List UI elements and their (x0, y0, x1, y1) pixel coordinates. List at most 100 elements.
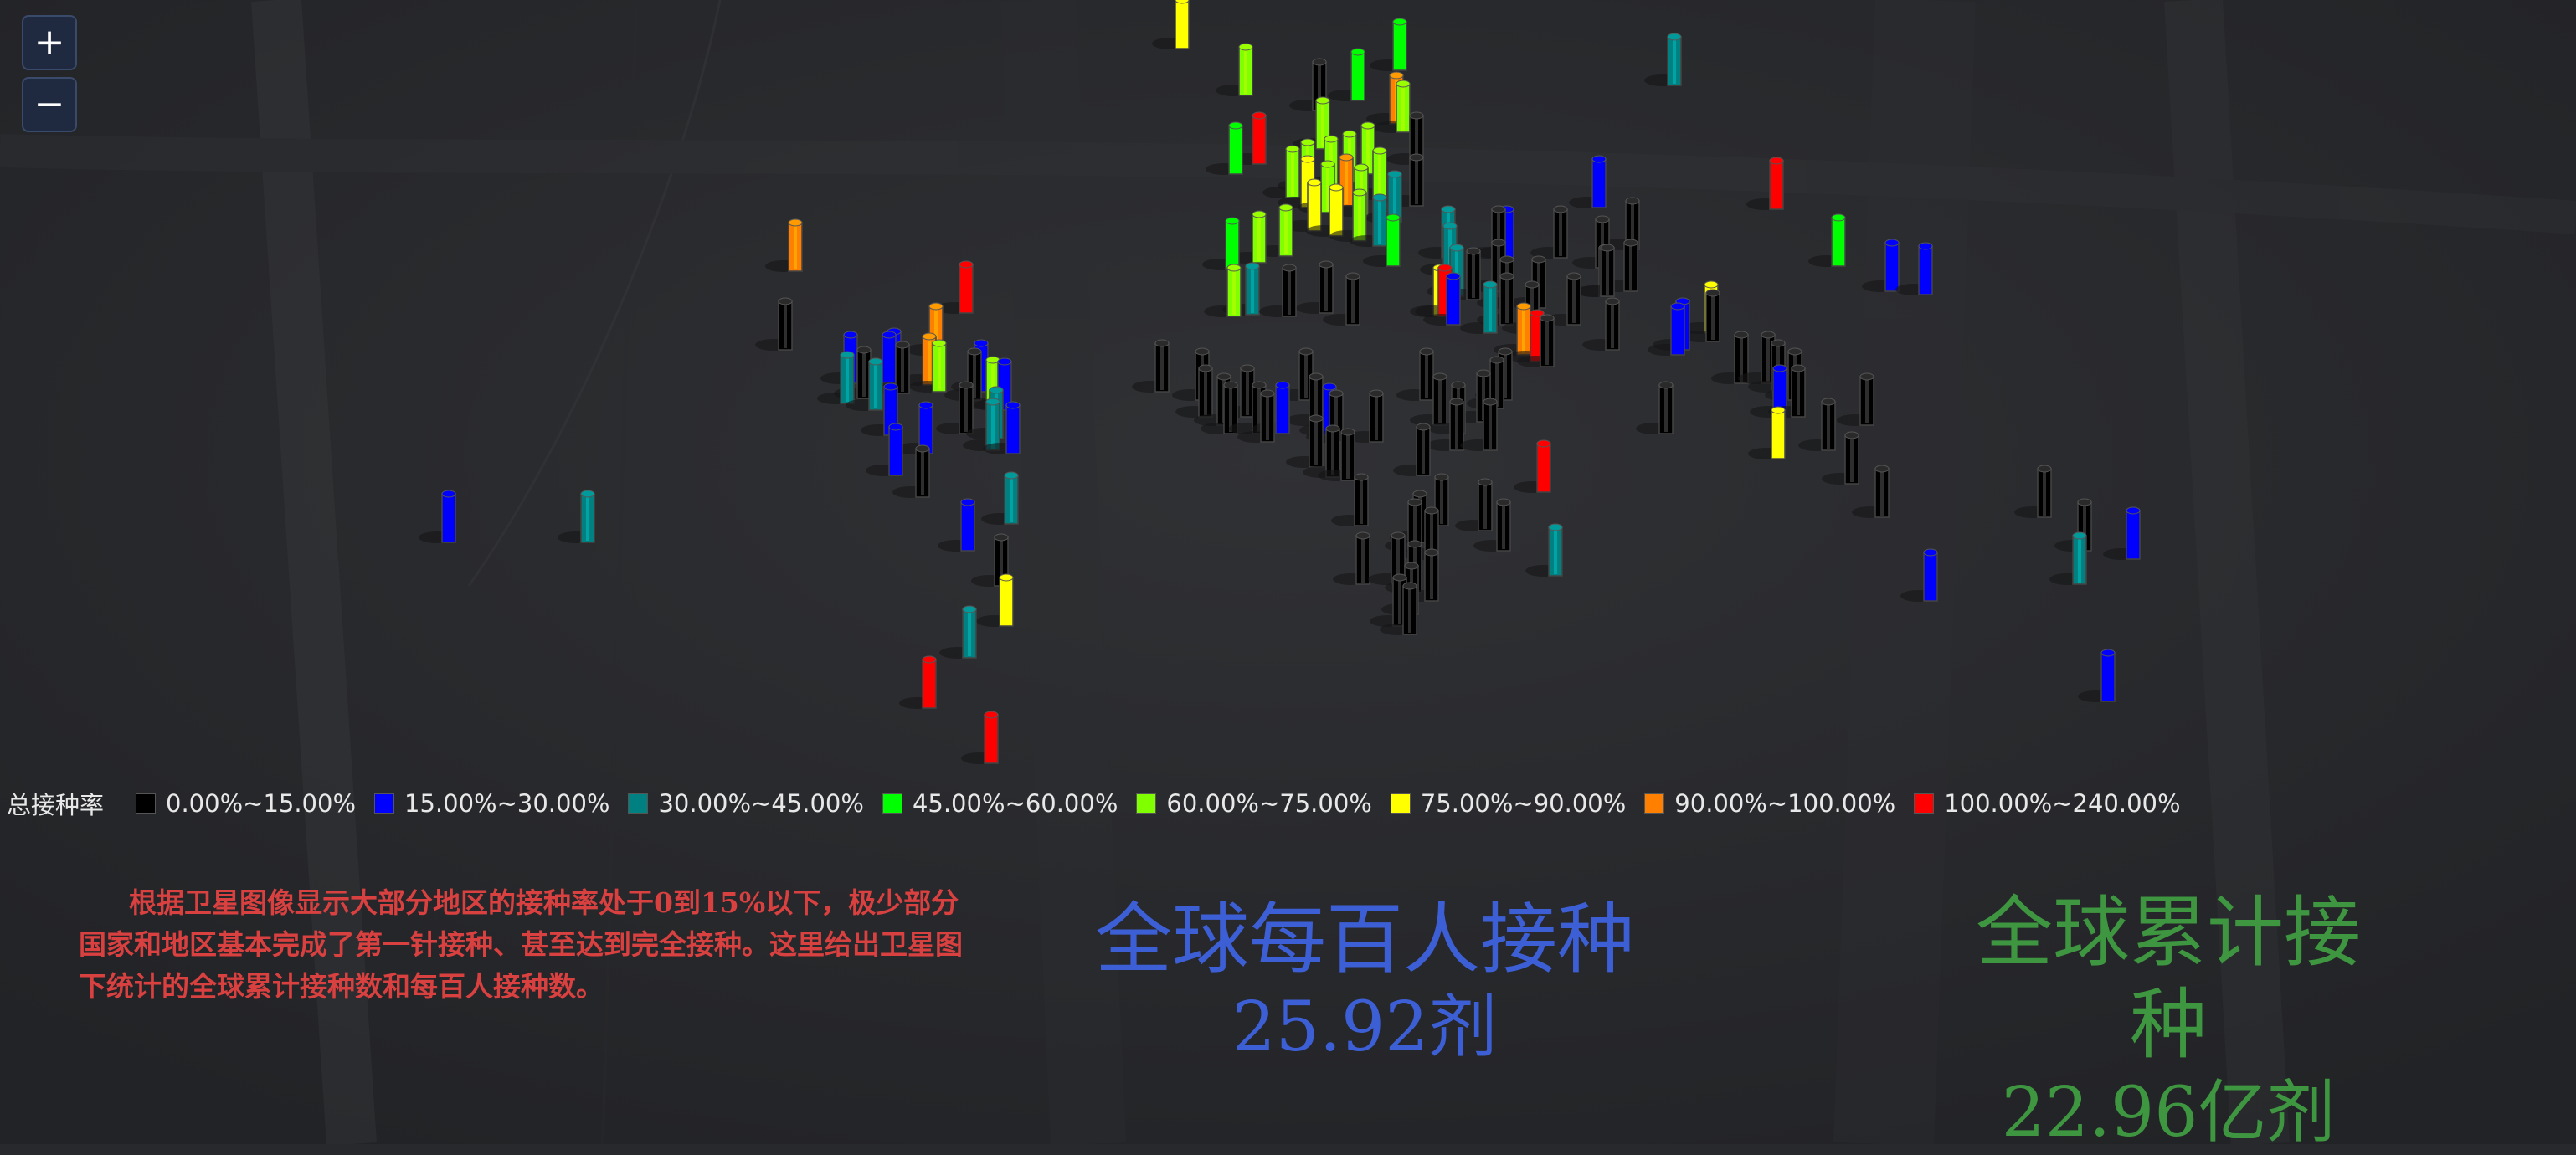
vaccination-bar[interactable] (976, 573, 1014, 627)
vaccination-bar[interactable] (1748, 406, 1786, 459)
vaccination-bar[interactable] (1455, 478, 1493, 531)
legend-label: 90.00%~100.00% (1674, 789, 1896, 818)
vaccination-bar[interactable] (1808, 213, 1846, 267)
legend-label: 15.00%~30.00% (404, 789, 610, 818)
vaccination-bar[interactable] (1393, 423, 1431, 476)
vaccination-bar[interactable] (936, 260, 974, 314)
vaccination-bar[interactable] (1798, 398, 1836, 451)
vaccination-bar[interactable] (1517, 314, 1555, 367)
legend-item[interactable]: 0.00%~15.00% (136, 789, 356, 818)
vaccination-bar[interactable] (983, 401, 1021, 454)
vaccination-bar[interactable] (1852, 465, 1890, 518)
vaccination-bar[interactable] (1350, 193, 1387, 247)
vaccination-bar[interactable] (1132, 339, 1170, 393)
vaccination-bar[interactable] (1683, 289, 1720, 342)
vaccination-bar[interactable] (961, 711, 999, 764)
vaccination-bar[interactable] (1460, 398, 1498, 451)
vaccination-bar[interactable] (2049, 531, 2087, 585)
vaccination-bar[interactable] (892, 444, 930, 498)
vaccination-bar[interactable] (558, 490, 595, 543)
vaccination-bar[interactable] (1895, 242, 1933, 295)
legend-label: 60.00%~75.00% (1166, 789, 1372, 818)
vaccination-bar[interactable] (1410, 372, 1447, 426)
vaccination-bar[interactable] (1262, 145, 1300, 198)
vaccination-bar[interactable] (899, 655, 937, 709)
vaccination-bar[interactable] (1837, 372, 1874, 426)
vaccination-bar[interactable] (1900, 548, 1938, 602)
vaccination-bar[interactable] (2078, 649, 2116, 702)
vaccination-bar[interactable] (1296, 260, 1334, 314)
vaccination-bar[interactable] (1333, 531, 1370, 585)
legend-swatch (136, 793, 157, 814)
vaccination-bar[interactable] (1323, 272, 1360, 326)
vaccination-bar[interactable] (1473, 498, 1511, 552)
vaccination-bar[interactable] (1363, 213, 1401, 267)
legend-swatch (628, 793, 649, 814)
vaccination-bar[interactable] (1525, 523, 1563, 577)
vaccination-bar[interactable] (1286, 414, 1324, 468)
legend-item[interactable]: 30.00%~45.00% (628, 789, 864, 818)
vaccination-bars (419, 0, 2141, 764)
vaccination-bar[interactable] (1396, 347, 1434, 401)
legend-label: 0.00%~15.00% (166, 789, 357, 818)
vaccination-bar[interactable] (1201, 381, 1238, 434)
description-note: 根据卫星图像显示大部分地区的接种率处于0到15%以下，极少部分国家和地区基本完成… (79, 886, 963, 1003)
vaccination-bar[interactable] (1569, 155, 1607, 208)
vaccination-bar[interactable] (866, 423, 903, 476)
vaccination-bar[interactable] (1644, 33, 1682, 86)
vaccination-bar[interactable] (1346, 389, 1384, 443)
vaccination-bar[interactable] (419, 490, 456, 543)
legend-item[interactable]: 100.00%~240.00% (1914, 789, 2181, 818)
vaccination-bar[interactable] (1577, 244, 1615, 297)
vaccination-bar[interactable] (1514, 439, 1551, 493)
vaccination-bar[interactable] (817, 351, 855, 404)
vaccination-bar[interactable] (1746, 157, 1784, 210)
zoom-in-button[interactable]: + (22, 15, 77, 70)
vaccination-bar[interactable] (1386, 111, 1424, 165)
vaccination-bar[interactable] (1423, 272, 1461, 326)
legend-item[interactable]: 15.00%~30.00% (374, 789, 609, 818)
vaccination-bar[interactable] (1648, 302, 1685, 356)
vaccination-bar[interactable] (2014, 465, 2052, 518)
vaccination-bar[interactable] (1204, 264, 1242, 317)
vaccination-bar[interactable] (971, 533, 1009, 587)
vaccination-bar[interactable] (1711, 331, 1749, 384)
vaccination-bar[interactable] (936, 381, 974, 434)
vaccination-bar[interactable] (1152, 0, 1190, 49)
vaccination-bar[interactable] (1862, 239, 1900, 292)
vaccination-bar[interactable] (909, 339, 947, 393)
vaccination-bar[interactable] (1331, 473, 1369, 526)
vaccination-bar[interactable] (1636, 381, 1674, 434)
vaccination-bar[interactable] (1427, 398, 1464, 451)
vaccination-bar[interactable] (939, 605, 977, 659)
legend-item[interactable]: 60.00%~75.00% (1136, 789, 1372, 818)
vaccination-bar[interactable] (1373, 80, 1411, 133)
legend-swatch (1390, 793, 1411, 814)
vaccination-bar[interactable] (1216, 43, 1253, 96)
vaccination-bar[interactable] (1206, 121, 1243, 175)
vaccination-bar[interactable] (765, 218, 803, 272)
vaccination-bar[interactable] (1328, 48, 1365, 101)
vaccination-bar[interactable] (2103, 506, 2141, 560)
legend-item[interactable]: 75.00%~90.00% (1390, 789, 1626, 818)
vaccination-bar[interactable] (1822, 431, 1859, 485)
vaccination-bar[interactable] (1582, 297, 1620, 351)
vaccination-bar[interactable] (1370, 18, 1407, 71)
vaccination-bar[interactable] (846, 357, 883, 411)
vaccination-bar[interactable] (1380, 582, 1417, 635)
vaccination-bar[interactable] (755, 297, 793, 351)
legend-item[interactable]: 45.00%~60.00% (882, 789, 1118, 818)
vaccination-bar[interactable] (981, 471, 1019, 525)
legend-item[interactable]: 90.00%~100.00% (1644, 789, 1895, 818)
vaccination-bar[interactable] (1460, 280, 1498, 334)
vaccination-bar[interactable] (1530, 205, 1568, 259)
stat-title: 全球累计接种 (1975, 888, 2361, 1070)
vaccination-bar[interactable] (1237, 389, 1275, 443)
vaccination-bar[interactable] (1318, 428, 1355, 481)
vaccination-bar[interactable] (938, 498, 975, 552)
zoom-out-button[interactable]: − (22, 77, 77, 132)
vaccination-bar[interactable] (1175, 364, 1213, 418)
vaccination-bar[interactable] (1222, 262, 1260, 316)
vaccination-bar[interactable] (1259, 264, 1297, 317)
